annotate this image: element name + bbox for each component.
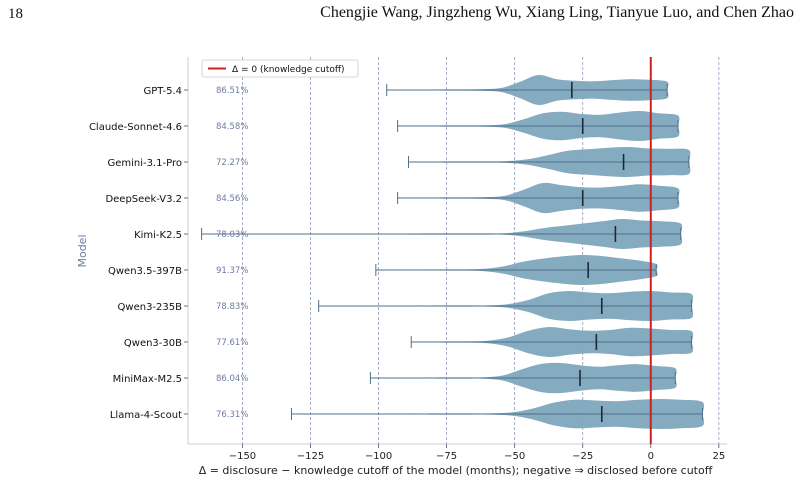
- pct-label: 86.04%: [216, 374, 248, 384]
- y-tick-label: GPT-5.4: [144, 86, 182, 97]
- x-tick-label: 25: [712, 451, 725, 462]
- x-tick-label: −25: [572, 451, 593, 462]
- legend-box: [201, 59, 359, 78]
- y-tick-label: Qwen3.5-397B: [108, 266, 182, 277]
- x-tick-label: −75: [436, 451, 457, 462]
- x-tick-label: −150: [229, 451, 256, 462]
- x-tick-label: −125: [297, 451, 324, 462]
- y-tick-label: Gemini-3.1-Pro: [107, 158, 182, 169]
- pct-label: 86.51%: [216, 86, 248, 96]
- y-tick-label: Qwen3-30B: [124, 338, 182, 349]
- pct-label: 76.31%: [216, 410, 248, 420]
- pct-label: 77.61%: [216, 338, 248, 348]
- x-tick-label: −100: [365, 451, 392, 462]
- y-tick-label: DeepSeek-V3.2: [105, 194, 182, 205]
- y-tick-label: Llama-4-Scout: [110, 410, 182, 421]
- pct-label: 84.58%: [216, 122, 248, 132]
- y-tick-label: Qwen3-235B: [118, 302, 183, 313]
- y-tick-label: MiniMax-M2.5: [113, 374, 182, 385]
- pct-label: 91.37%: [216, 266, 248, 276]
- legend-label: Δ = 0 (knowledge cutoff): [232, 65, 345, 75]
- x-tick-label: −50: [504, 451, 525, 462]
- y-axis-label: Model: [76, 234, 89, 267]
- running-header-authors: Chengjie Wang, Jingzheng Wu, Xiang Ling,…: [320, 4, 794, 21]
- page-number: 18: [8, 6, 23, 22]
- pct-label: 78.03%: [216, 230, 248, 240]
- y-tick-label: Claude-Sonnet-4.6: [89, 122, 182, 133]
- pct-label: 84.56%: [216, 194, 248, 204]
- y-tick-label: Kimi-K2.5: [134, 230, 182, 241]
- pct-label: 78.83%: [216, 302, 248, 312]
- pct-label: 72.27%: [216, 158, 248, 168]
- x-axis-label: Δ = disclosure − knowledge cutoff of the…: [199, 464, 713, 477]
- x-tick-label: 0: [648, 451, 654, 462]
